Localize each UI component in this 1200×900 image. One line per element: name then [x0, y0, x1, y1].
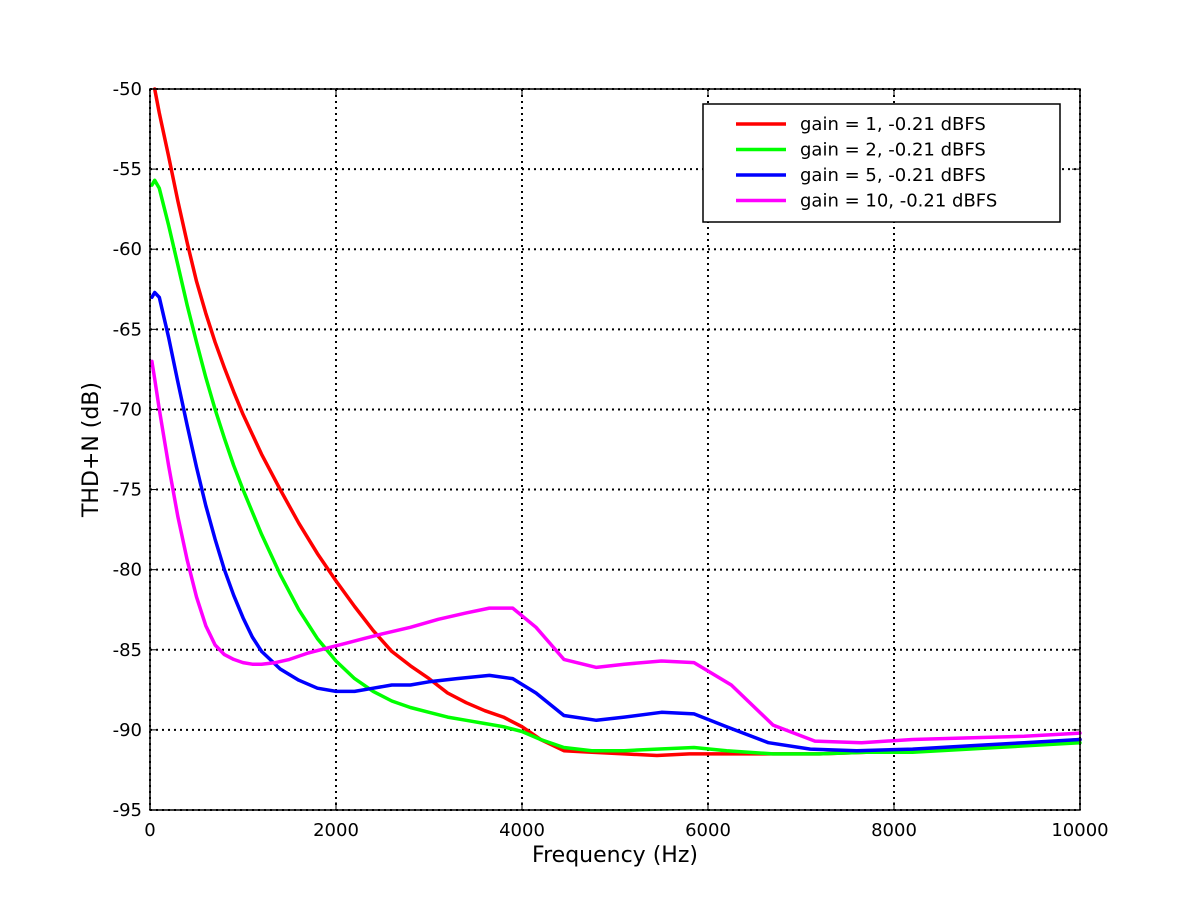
y-tick-label: -85: [113, 640, 142, 661]
y-tick-label: -50: [113, 79, 142, 100]
y-tick-label: -55: [113, 159, 142, 180]
y-tick-label: -70: [113, 399, 142, 420]
y-tick-label: -95: [113, 800, 142, 821]
series-line: [150, 178, 1082, 756]
y-tick-label: -80: [113, 560, 142, 581]
plot-frame: [149, 88, 1081, 811]
legend-label: gain = 2, -0.21 dBFS: [800, 140, 986, 161]
series-lines: [150, 87, 1082, 758]
y-tick-label: -90: [113, 720, 142, 741]
legend-label: gain = 10, -0.21 dBFS: [800, 191, 997, 212]
axis-ticks: 0 2000 4000 6000 8000 10000 -95 -90 -85 -80 -75 -70…: [113, 79, 1109, 841]
series-line: [150, 290, 1082, 753]
x-tick-label: 6000: [685, 820, 731, 841]
x-axis-label: Frequency (Hz): [532, 843, 698, 868]
y-tick-label: -65: [113, 319, 142, 340]
x-tick-label: 0: [144, 820, 155, 841]
y-tick-label: -60: [113, 239, 142, 260]
x-tick-label: 2000: [313, 820, 359, 841]
series-line: [150, 359, 1082, 745]
x-tick-label: 4000: [499, 820, 545, 841]
legend-label: gain = 1, -0.21 dBFS: [800, 114, 986, 135]
x-tick-label: 8000: [871, 820, 917, 841]
series-line: [152, 87, 1082, 758]
y-tick-label: -75: [113, 480, 142, 501]
legend: gain = 1, -0.21 dBFS gain = 2, -0.21 dBFS…: [702, 103, 1061, 223]
legend-label: gain = 5, -0.21 dBFS: [800, 165, 986, 186]
x-tick-label: 10000: [1051, 820, 1108, 841]
y-axis-label: THD+N (dB): [79, 382, 104, 518]
